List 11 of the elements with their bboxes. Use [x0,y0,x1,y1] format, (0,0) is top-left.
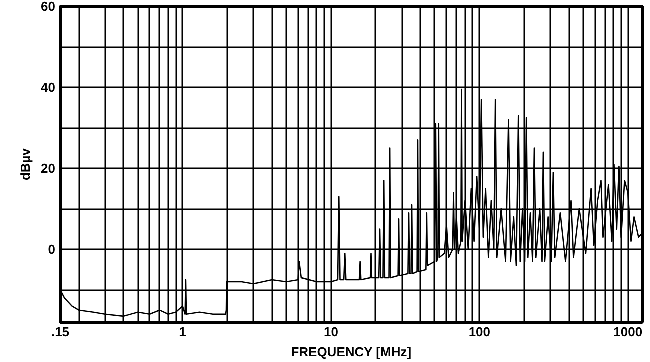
y-tick-label: 60 [41,0,56,14]
x-tick-label: 10 [324,324,338,340]
x-tick-label: 1 [179,324,186,340]
x-axis-title: FREQUENCY [MHz] [291,344,412,360]
x-tick-label: 100 [468,324,491,340]
y-tick-label: 40 [41,80,56,96]
x-tick-label: .15 [51,324,70,340]
y-axis-title: dBµv [18,148,34,181]
y-tick-label: 20 [41,161,56,176]
x-tick-label: 1000 [614,324,643,340]
y-tick-label: 0 [48,242,56,258]
